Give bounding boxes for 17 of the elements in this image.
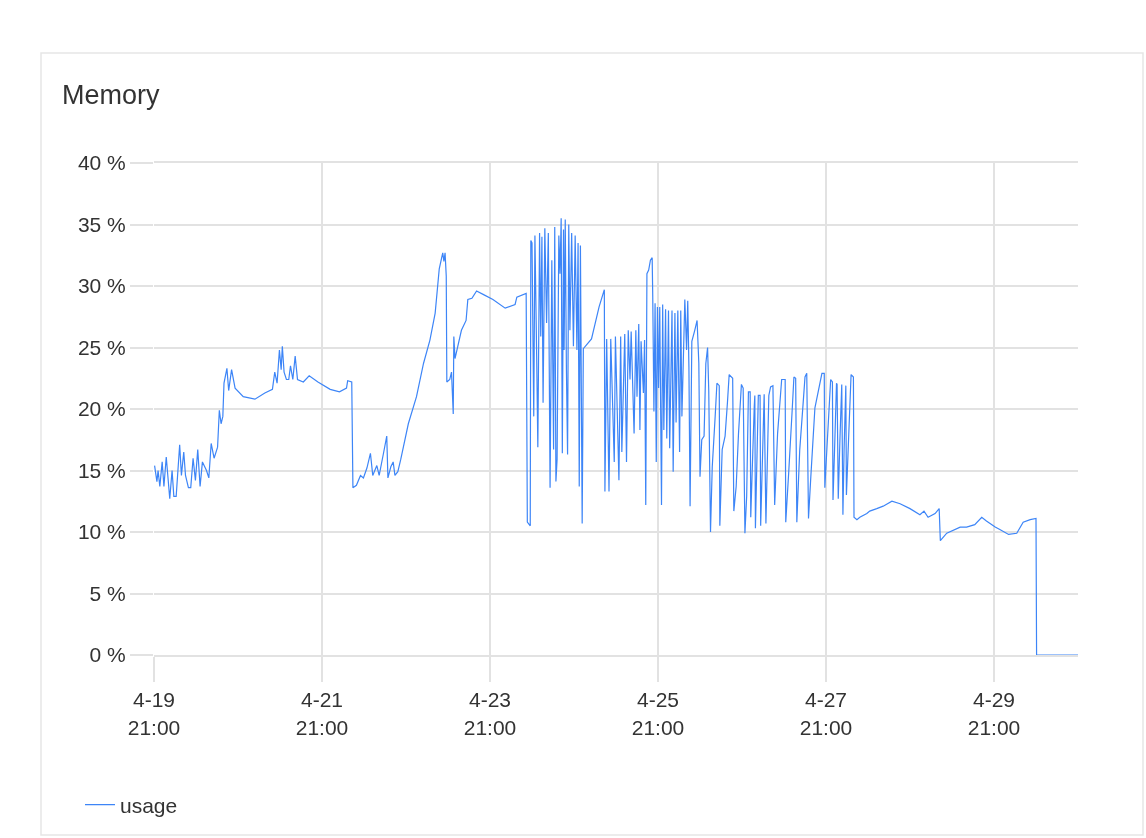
chart-title: Memory	[62, 80, 161, 111]
y-tick-label: 15 %	[77, 458, 126, 482]
x-tick-label: 4-25 21:00	[631, 688, 685, 739]
y-tick-label: 30 %	[77, 274, 126, 298]
y-tick-label: 35 %	[77, 212, 126, 236]
x-tick-label: 4-19 21:00	[127, 688, 181, 739]
x-tick-label: 4-23 21:00	[463, 688, 517, 739]
y-tick-label: 20 %	[77, 397, 126, 421]
x-tick-label: 4-21 21:00	[295, 688, 349, 739]
y-tick-label: 40 %	[77, 151, 126, 175]
y-tick-label: 10 %	[77, 520, 126, 544]
x-tick-label: 4-29 21:00	[967, 688, 1021, 739]
y-tick-label: 25 %	[77, 335, 126, 359]
legend-label: usage	[120, 793, 178, 817]
y-tick-label: 0 %	[89, 643, 126, 667]
x-tick-label: 4-27 21:00	[799, 688, 853, 739]
y-tick-label: 5 %	[89, 581, 126, 605]
